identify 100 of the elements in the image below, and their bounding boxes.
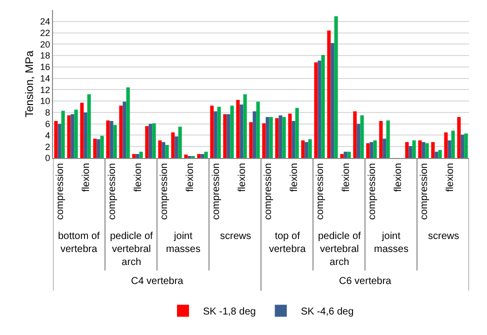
- bar: [334, 16, 338, 158]
- bar: [252, 111, 256, 158]
- y-tick-label: 16: [40, 62, 50, 72]
- bar: [434, 152, 438, 158]
- bar: [412, 140, 416, 158]
- x-tick-label: compression: [106, 163, 118, 220]
- bar: [360, 115, 364, 158]
- y-tick-label: 24: [40, 16, 50, 27]
- bar: [422, 142, 426, 158]
- x-tick-label: compression: [314, 163, 326, 220]
- bar: [74, 110, 78, 158]
- bar: [262, 123, 266, 158]
- bar: [58, 124, 62, 158]
- bar: [382, 138, 386, 158]
- bar: [295, 108, 299, 158]
- bar: [200, 154, 204, 158]
- bar: [217, 106, 221, 158]
- bar: [249, 122, 253, 158]
- text: pedicle of vertebral arch: [110, 231, 154, 268]
- bar: [457, 117, 461, 158]
- bar: [145, 126, 149, 158]
- x-tick-label: flexion: [80, 163, 92, 192]
- bar: [448, 140, 452, 158]
- bar: [366, 143, 370, 158]
- bar: [451, 130, 455, 158]
- bar: [344, 152, 348, 158]
- bar: [236, 100, 240, 158]
- bar: [304, 142, 308, 158]
- bar: [438, 150, 442, 158]
- y-tick-label: 6: [45, 119, 50, 129]
- y-tick-label: 14: [40, 73, 50, 84]
- text: screws: [428, 231, 460, 242]
- bar: [136, 154, 140, 158]
- bar: [223, 114, 227, 158]
- y-tick-label: 2: [45, 142, 50, 152]
- bar: [70, 114, 74, 158]
- bar: [132, 154, 136, 158]
- bar: [174, 136, 178, 158]
- x-tick-label: compression: [418, 163, 430, 220]
- bar: [292, 121, 296, 158]
- x-tick-label: flexion: [236, 163, 248, 192]
- bar: [152, 123, 156, 158]
- bar: [96, 139, 100, 158]
- y-tick-label: 4: [45, 130, 50, 140]
- bar: [418, 140, 422, 158]
- bar: [340, 154, 344, 158]
- bar: [171, 132, 175, 158]
- x-tick-label: compression: [262, 163, 274, 220]
- bar: [84, 112, 88, 158]
- text: bottom of vertebra: [58, 231, 100, 255]
- bar: [184, 154, 188, 158]
- text: C6 vertebra: [339, 276, 392, 287]
- text: screws: [220, 231, 252, 242]
- bar: [460, 134, 464, 158]
- x-tick-label: compression: [210, 163, 222, 220]
- bar: [106, 120, 110, 158]
- bar: [230, 106, 234, 158]
- bar: [178, 126, 182, 158]
- bar: [122, 102, 126, 158]
- bar: [119, 106, 123, 158]
- bar: [162, 142, 166, 158]
- x-tick-label: compression: [366, 163, 378, 220]
- bar: [370, 142, 374, 158]
- bar: [379, 121, 383, 158]
- x-tick-label: compression: [158, 163, 170, 220]
- x-tick-label: compression: [54, 163, 66, 220]
- bar: [54, 121, 58, 158]
- x-tick-label: flexion: [444, 163, 456, 192]
- x-tick-label: flexion: [340, 163, 352, 192]
- bar: [278, 115, 282, 158]
- bar: [275, 118, 279, 158]
- bar: [431, 142, 435, 158]
- bar: [100, 136, 104, 158]
- legend-label: SK -4,6 deg: [300, 306, 354, 318]
- bar: [204, 152, 208, 158]
- y-tick-label: 8: [45, 108, 50, 118]
- y-tick-label: 10: [40, 96, 50, 106]
- bar: [266, 117, 270, 158]
- y-tick-label: 12: [40, 84, 50, 95]
- bar: [444, 132, 448, 158]
- bar: [356, 124, 360, 158]
- y-axis-title: Tension, MPa: [24, 50, 36, 118]
- bar: [243, 94, 247, 158]
- bar: [158, 140, 162, 158]
- bar: [308, 139, 312, 158]
- bar: [405, 142, 409, 158]
- y-tick-label: 22: [40, 28, 50, 38]
- bar: [386, 120, 390, 158]
- bar: [61, 110, 65, 158]
- text: C4 vertebra: [131, 276, 184, 287]
- y-tick-label: 18: [40, 50, 50, 61]
- bar: [256, 102, 260, 158]
- bar: [87, 94, 91, 158]
- y-tick-label: 20: [40, 39, 50, 50]
- text: top of vertebra: [269, 231, 306, 255]
- bar: [126, 87, 130, 158]
- bar: [373, 140, 377, 158]
- bar: [93, 138, 97, 158]
- bar: [282, 117, 286, 158]
- bar: [347, 152, 351, 158]
